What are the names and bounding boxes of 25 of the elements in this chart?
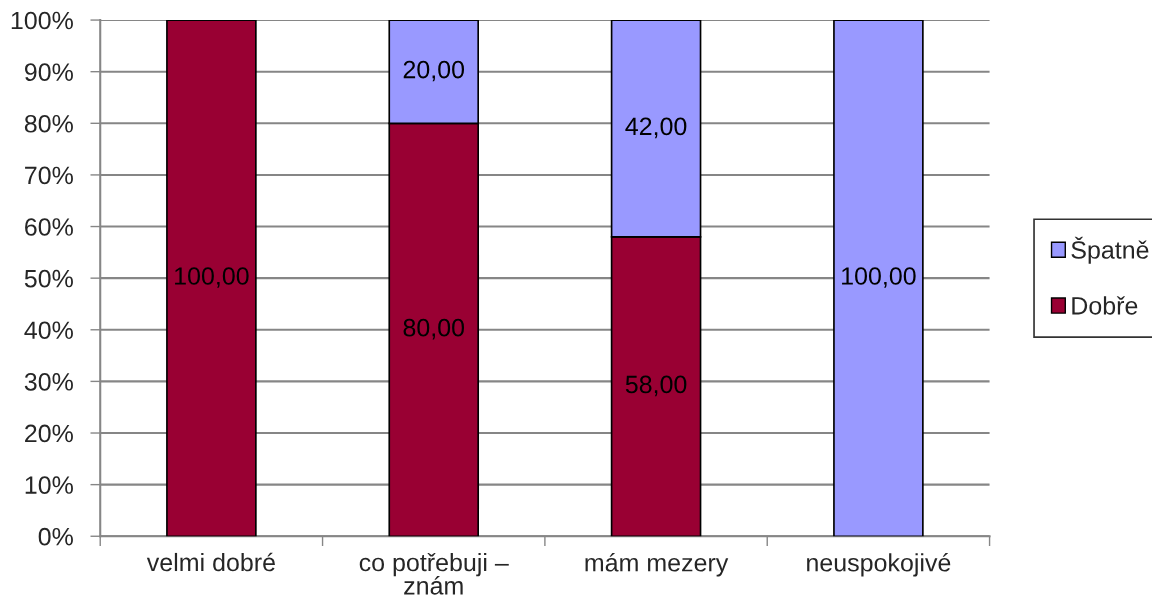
legend-label: Špatně bbox=[1071, 236, 1149, 264]
y-tick-label: 40% bbox=[24, 321, 73, 340]
data-label: 100,00 bbox=[842, 267, 916, 288]
data-label: 80,00 bbox=[403, 318, 465, 340]
x-tick-label: velmi dobré bbox=[146, 552, 275, 572]
y-tick-label: 100% bbox=[11, 11, 73, 30]
y-tick-label: 60% bbox=[25, 218, 73, 236]
data-label: 42,00 bbox=[625, 117, 687, 139]
x-tick-label: co potřebuji – znám bbox=[359, 552, 509, 595]
legend-label: Dobře bbox=[1072, 296, 1138, 315]
x-tick-label: mám mezery bbox=[585, 552, 729, 577]
y-tick-label: 80% bbox=[24, 114, 73, 133]
y-tick-label: 20% bbox=[25, 424, 73, 443]
y-tick-label: 0% bbox=[38, 527, 73, 546]
x-tick-label: neuspokojivé bbox=[807, 552, 951, 577]
data-label: 20,00 bbox=[403, 60, 465, 82]
y-tick-label: 50% bbox=[24, 269, 73, 288]
bar bbox=[833, 20, 924, 537]
data-label: 58,00 bbox=[625, 375, 687, 397]
y-tick-label: 10% bbox=[25, 476, 73, 494]
bar bbox=[166, 20, 257, 537]
data-label: 100,00 bbox=[175, 267, 249, 288]
y-tick-label: 30% bbox=[24, 373, 73, 391]
y-tick-label: 70% bbox=[25, 166, 73, 185]
y-tick-label: 90% bbox=[24, 63, 73, 81]
